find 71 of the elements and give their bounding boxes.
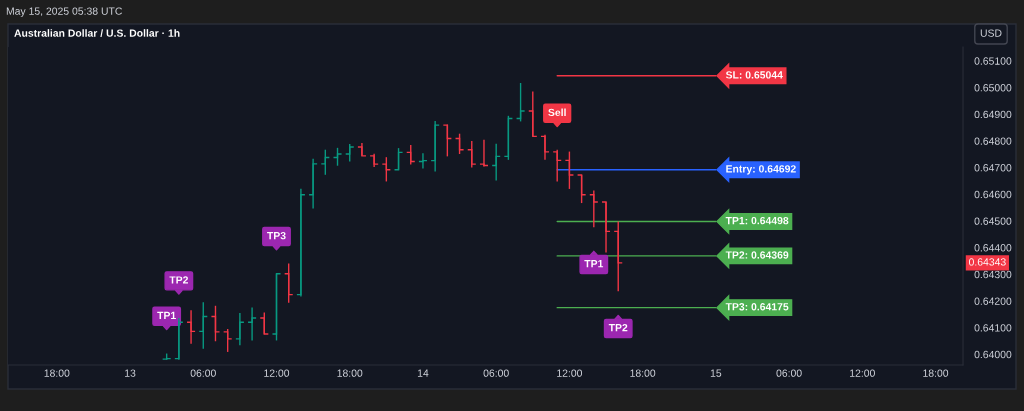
annotation: TP3 bbox=[267, 231, 286, 240]
y-tick-label: 0.64800 bbox=[974, 137, 1012, 145]
annotation: Sell bbox=[548, 108, 566, 117]
candlestick bbox=[222, 328, 233, 353]
x-tick-label: 12:00 bbox=[264, 369, 290, 377]
candlestick bbox=[552, 149, 562, 183]
y-tick-label: 0.65000 bbox=[974, 84, 1012, 92]
annotation: TP2 bbox=[608, 323, 628, 332]
candlestick bbox=[259, 311, 270, 336]
annotation: TP1 bbox=[584, 260, 604, 268]
candlestick bbox=[564, 150, 575, 190]
annotation: TP2 bbox=[169, 276, 188, 284]
y-tick-label: 0.64600 bbox=[974, 190, 1012, 199]
candlestick bbox=[320, 149, 331, 176]
y-tick-label: 0.64000 bbox=[974, 350, 1012, 359]
y-tick-label: 0.64900 bbox=[974, 110, 1012, 119]
text: 0.64343 bbox=[968, 258, 1006, 266]
x-tick-label: 06:00 bbox=[776, 369, 802, 377]
text: USD bbox=[980, 29, 1002, 37]
candlestick bbox=[442, 123, 453, 158]
candlestick bbox=[186, 309, 196, 345]
candlestick bbox=[283, 262, 294, 304]
x-tick-label: 18:00 bbox=[630, 369, 656, 377]
x-tick-label: 18:00 bbox=[337, 369, 363, 377]
x-tick-label: 18:00 bbox=[44, 369, 70, 377]
y-tick-label: 0.65100 bbox=[974, 57, 1012, 65]
candlestick bbox=[491, 143, 501, 182]
series-label: TP3: 0.64175 bbox=[725, 303, 789, 311]
candlestick bbox=[454, 133, 465, 155]
x-tick-label: 14 bbox=[417, 369, 429, 377]
candlestick bbox=[576, 174, 587, 204]
series-label: TP1: 0.64498 bbox=[725, 216, 789, 225]
y-tick-label: 0.64500 bbox=[974, 217, 1012, 225]
candlestick bbox=[528, 90, 538, 138]
candlestick bbox=[479, 139, 489, 168]
x-tick-label: 06:00 bbox=[483, 369, 509, 377]
x-tick-label: 12:00 bbox=[557, 369, 583, 377]
series-label: Entry: 0.64692 bbox=[726, 165, 796, 175]
series-label: SL: 0.65044 bbox=[725, 71, 783, 79]
candlestick bbox=[503, 115, 514, 161]
candlestick bbox=[210, 305, 221, 342]
x-tick-label: 13 bbox=[125, 369, 136, 377]
candlestick bbox=[271, 273, 282, 342]
y-tick-label: 0.64300 bbox=[974, 270, 1012, 279]
candlestick bbox=[296, 187, 306, 298]
candlestick bbox=[308, 158, 318, 210]
candlestick bbox=[381, 156, 392, 183]
y-tick-label: 0.64700 bbox=[974, 164, 1012, 172]
x-tick-label: 12:00 bbox=[850, 369, 875, 377]
candlestick bbox=[589, 189, 599, 229]
candlestick bbox=[540, 134, 550, 161]
candlestick bbox=[515, 82, 526, 123]
candlestick bbox=[430, 120, 440, 173]
y-tick-label: 0.64400 bbox=[974, 244, 1012, 252]
x-tick-label: 18:00 bbox=[923, 369, 949, 377]
candlestick bbox=[174, 317, 184, 361]
text: May 15, 2025 05:38 UTC bbox=[6, 7, 122, 17]
series-label: TP2: 0.64369 bbox=[725, 251, 789, 259]
candlestick bbox=[601, 201, 611, 254]
candlestick bbox=[247, 306, 257, 342]
annotation: TP1 bbox=[157, 311, 176, 320]
candlestick bbox=[235, 312, 245, 346]
candlestick bbox=[198, 301, 208, 350]
candlestick bbox=[613, 220, 623, 293]
x-tick-label: 06:00 bbox=[190, 369, 216, 377]
y-tick-label: 0.64100 bbox=[974, 324, 1012, 332]
x-tick-label: 15 bbox=[710, 369, 722, 377]
candlestick bbox=[467, 140, 477, 169]
candlestick bbox=[393, 147, 404, 171]
y-tick-label: 0.64200 bbox=[974, 297, 1012, 305]
chart-title: Australian Dollar / U.S. Dollar · 1h bbox=[14, 29, 180, 37]
